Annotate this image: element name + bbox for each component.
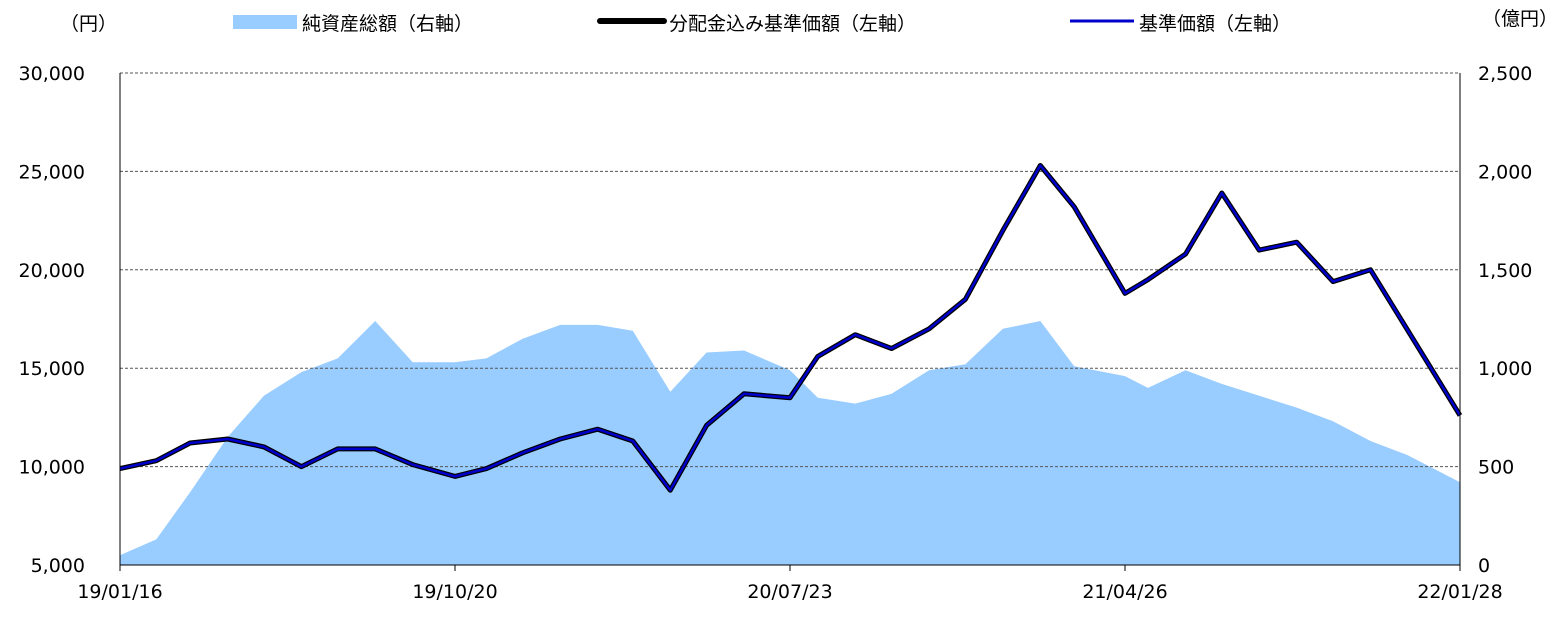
series-nav-line <box>119 164 1462 492</box>
legend-label-net-assets: 純資産総額（右軸） <box>302 13 473 35</box>
y-left-tick-label: 15,000 <box>19 358 85 380</box>
plot-area <box>119 72 1463 565</box>
y-right-tick-label: 500 <box>1478 457 1514 479</box>
y-left-tick-label: 30,000 <box>19 63 85 85</box>
x-tick-label: 20/07/23 <box>747 581 832 603</box>
y-left-tick-label: 20,000 <box>19 260 85 282</box>
x-tick-label: 21/04/26 <box>1082 581 1167 603</box>
x-tick-label: 19/10/20 <box>412 581 497 603</box>
y-left-tick-label: 25,000 <box>19 161 85 183</box>
legend-swatch-net-assets <box>233 15 297 29</box>
y-left-tick-label: 10,000 <box>19 457 85 479</box>
legend-label-nav: 基準価額（左軸） <box>1139 13 1291 35</box>
series-net-assets-area <box>120 321 1460 565</box>
legend: 純資産総額（右軸） 分配金込み基準価額（左軸） 基準価額（左軸） <box>233 13 1291 35</box>
y-right-tick-label: 1,500 <box>1478 260 1532 282</box>
y-right-tick-label: 2,000 <box>1478 161 1532 183</box>
right-axis-unit: （億円） <box>1482 8 1558 30</box>
y-right-tick-label: 0 <box>1478 555 1490 577</box>
axes: 5,000 10,000 15,000 20,000 25,000 30,000 0 500 1… <box>19 63 1533 603</box>
x-tick-label: 22/01/28 <box>1417 581 1502 603</box>
legend-label-with-dividends: 分配金込み基準価額（左軸） <box>669 13 916 35</box>
y-right-tick-label: 2,500 <box>1478 63 1532 85</box>
x-tick-label: 19/01/16 <box>77 581 162 603</box>
left-axis-unit: （円） <box>60 13 117 35</box>
y-left-tick-label: 5,000 <box>31 555 85 577</box>
y-right-tick-label: 1,000 <box>1478 358 1532 380</box>
